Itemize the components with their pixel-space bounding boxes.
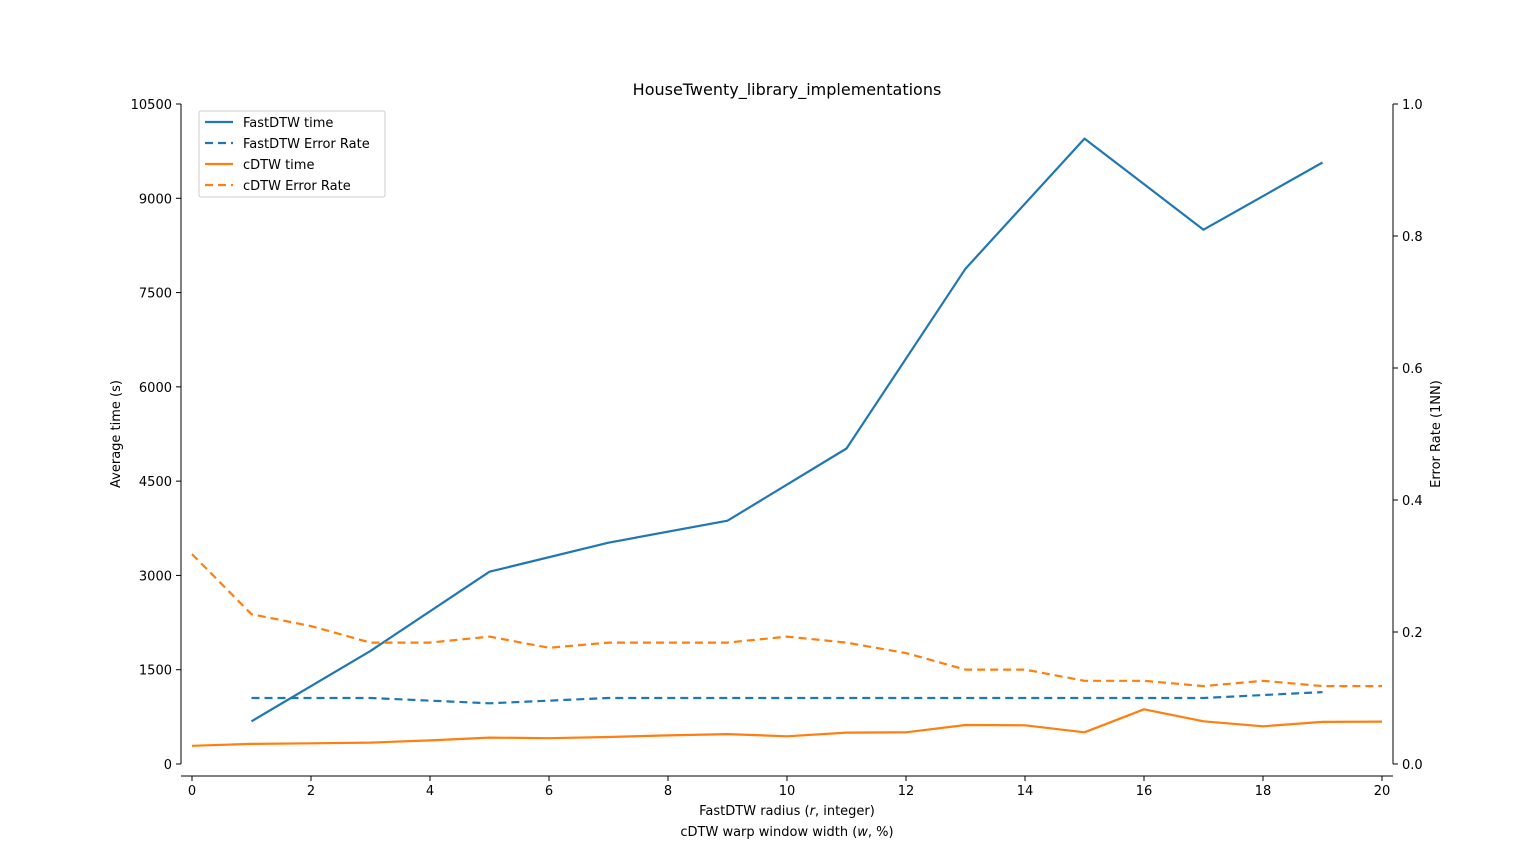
- x-tick-label: 18: [1255, 784, 1272, 799]
- chart-title: HouseTwenty_library_implementations: [633, 80, 942, 100]
- cdtw-error-rate-line: [191, 553, 1382, 688]
- legend-label-cdtw-time: cDTW time: [243, 158, 314, 173]
- y-right-tick-label: 0.6: [1402, 362, 1423, 377]
- y-left-tick-label: 9000: [139, 192, 172, 207]
- x-axis-title-line2-suffix: , %): [868, 825, 894, 840]
- y-left-tick-label: 3000: [139, 569, 172, 584]
- x-tick-label: 4: [426, 784, 434, 799]
- legend-label-fastdtw-error-rate: FastDTW Error Rate: [243, 137, 370, 152]
- x-axis-title-line1-prefix: FastDTW radius (: [699, 804, 809, 819]
- y-left-tick-label: 10500: [131, 98, 172, 113]
- legend-label-cdtw-error-rate: cDTW Error Rate: [243, 179, 351, 194]
- right-axis-ticks: 0.0 0.2 0.4 0.6 0.8 1.0: [1393, 98, 1423, 773]
- y-left-tick-label: 1500: [139, 664, 172, 679]
- x-axis-title-line1-suffix: , integer): [815, 804, 875, 819]
- cdtw-time-line: [191, 708, 1383, 747]
- x-axis-title-line2: cDTW warp window width (w, %): [680, 825, 893, 840]
- left-axis: 0 1500 3000 4500 6000 7500 9000 10500: [131, 98, 182, 773]
- x-tick-label: 2: [307, 784, 315, 799]
- y-right-tick-label: 1.0: [1402, 98, 1423, 113]
- left-axis-ticks: 0 1500 3000 4500 6000 7500 9000 10500: [131, 98, 181, 773]
- fastdtw-time-line: [250, 137, 1324, 723]
- x-tick-label: 16: [1136, 784, 1153, 799]
- x-axis-ticks: 0 2 4 6 8 10 12 14 16 18 20: [188, 776, 1390, 799]
- y-axis-left-title: Average time (s): [109, 380, 124, 488]
- legend: FastDTW time FastDTW Error Rate cDTW time c…: [198, 110, 386, 198]
- legend-frame: [198, 110, 386, 198]
- y-left-tick-label: 4500: [139, 475, 172, 490]
- x-tick-label: 0: [188, 784, 196, 799]
- y-left-tick-label: 7500: [139, 287, 172, 302]
- x-tick-label: 14: [1017, 784, 1034, 799]
- x-axis-title-line2-var: w: [857, 825, 868, 840]
- y-left-tick-label: 0: [164, 758, 172, 773]
- legend-label-fastdtw-time: FastDTW time: [243, 116, 333, 131]
- y-right-tick-label: 0.2: [1402, 626, 1423, 641]
- x-tick-label: 10: [779, 784, 796, 799]
- x-tick-label: 6: [545, 784, 553, 799]
- y-right-tick-label: 0.8: [1402, 230, 1423, 245]
- x-tick-label: 20: [1374, 784, 1391, 799]
- x-axis-title-line1-var: r: [810, 804, 817, 819]
- right-axis: 0.0 0.2 0.4 0.6 0.8 1.0: [1392, 98, 1423, 773]
- y-right-tick-label: 0.4: [1402, 494, 1423, 509]
- fastdtw-error-rate-line: [251, 691, 1323, 705]
- y-right-tick-label: 0.0: [1402, 758, 1423, 773]
- y-axis-right-title: Error Rate (1NN): [1429, 380, 1444, 488]
- x-axis: 0 2 4 6 8 10 12 14 16 18 20: [181, 775, 1393, 799]
- x-axis-title-line1: FastDTW radius (r, integer): [699, 804, 875, 819]
- x-axis-title-line2-prefix: cDTW warp window width (: [680, 825, 857, 840]
- x-tick-label: 12: [898, 784, 915, 799]
- x-tick-label: 8: [664, 784, 672, 799]
- y-left-tick-label: 6000: [139, 381, 172, 396]
- series-layer: [191, 137, 1383, 747]
